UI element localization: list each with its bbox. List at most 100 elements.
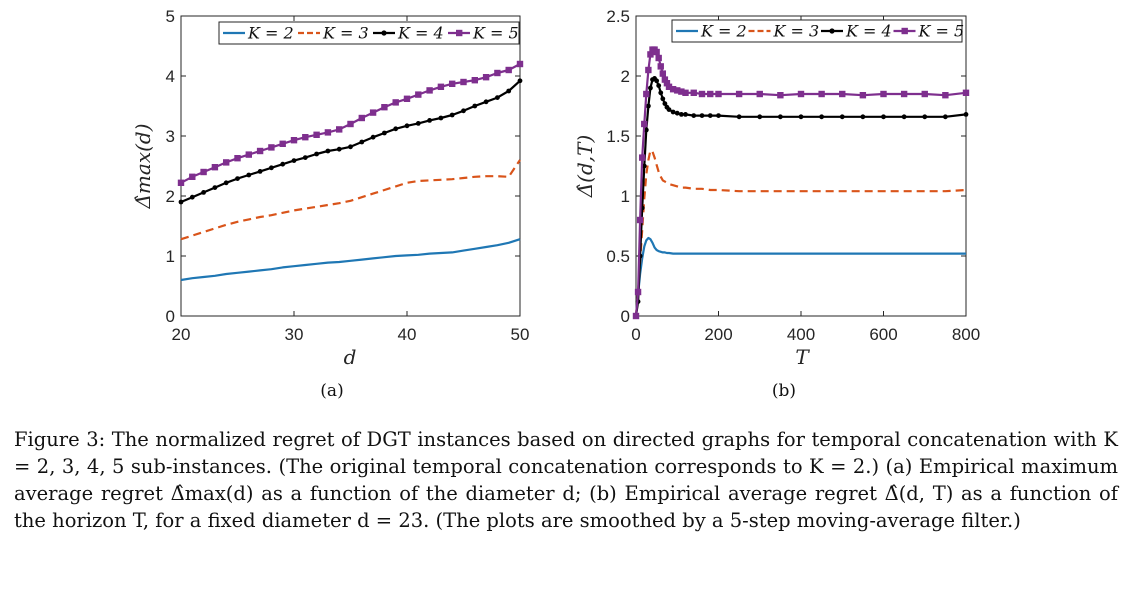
y-tick-label: 2.5 (606, 7, 630, 26)
data-point-K5 (279, 140, 286, 147)
data-point-K5 (302, 134, 309, 141)
data-point-K4 (438, 115, 444, 121)
data-point-K5 (657, 63, 664, 70)
series-a (177, 60, 524, 282)
data-point-K4 (427, 118, 432, 123)
x-tick-label: 30 (285, 325, 304, 344)
data-point-K5 (636, 216, 644, 224)
data-point-K4 (495, 95, 500, 100)
data-point-K5 (638, 154, 646, 161)
data-point-K4 (382, 130, 387, 136)
data-point-K4 (658, 90, 664, 96)
series-line-K3 (634, 149, 967, 317)
data-point-K5 (313, 131, 320, 138)
data-point-K5 (449, 80, 456, 87)
data-point-K4 (678, 112, 684, 117)
subtitle-b: (b) (772, 381, 796, 401)
legend-marker-K4 (829, 28, 835, 34)
x-tick-label: 800 (952, 325, 980, 344)
data-point-K5 (641, 120, 648, 128)
data-point-K4 (461, 108, 466, 114)
y-axis-label-b: Δ̂(d,T) (573, 135, 597, 199)
series-line-K3 (180, 159, 521, 241)
data-point-K4 (404, 123, 410, 129)
data-point-K5 (634, 288, 642, 296)
data-point-K4 (483, 99, 489, 105)
data-point-K5 (460, 78, 467, 86)
data-point-K5 (818, 90, 825, 98)
data-point-K4 (736, 114, 742, 120)
data-point-K5 (268, 144, 275, 151)
data-point-K4 (235, 176, 240, 182)
data-point-K4 (291, 158, 297, 164)
y-tick-label: 3 (166, 127, 175, 146)
data-point-K5 (494, 69, 501, 77)
data-point-K4 (325, 148, 331, 154)
data-point-K4 (839, 114, 845, 120)
data-point-K4 (656, 83, 662, 88)
y-tick-label: 0 (166, 307, 175, 326)
data-point-K5 (645, 66, 652, 74)
data-point-K5 (516, 60, 524, 68)
data-point-K5 (777, 92, 784, 99)
data-point-K4 (798, 114, 804, 120)
x-tick-label: 200 (704, 325, 732, 344)
data-point-K4 (648, 85, 653, 91)
data-point-K5 (392, 99, 399, 106)
data-point-K5 (290, 137, 298, 144)
data-point-K4 (415, 121, 421, 126)
y-tick-label: 1.5 (606, 127, 630, 146)
data-point-K5 (655, 54, 662, 62)
legend-label-K2: K = 2 (700, 22, 747, 41)
legend-marker-K5 (456, 29, 463, 37)
y-tick-label: 0.5 (606, 247, 630, 266)
data-point-K4 (881, 114, 886, 120)
data-point-K5 (647, 51, 654, 58)
data-point-K5 (669, 86, 677, 93)
data-point-K5 (797, 90, 805, 98)
data-point-K4 (707, 113, 713, 118)
data-point-K5 (223, 159, 230, 166)
data-point-K4 (699, 113, 705, 118)
data-point-K4 (201, 190, 207, 195)
data-point-K4 (178, 199, 184, 205)
subtitle-a: (a) (320, 381, 343, 401)
data-point-K4 (901, 114, 907, 120)
data-point-K4 (666, 107, 672, 112)
legend-marker-K4 (381, 30, 387, 36)
data-point-K4 (472, 103, 478, 109)
data-point-K5 (682, 89, 689, 96)
data-point-K4 (860, 114, 866, 120)
data-point-K5 (324, 129, 332, 136)
x-ticks-a: 20 30 40 50 (172, 16, 530, 344)
data-point-K5 (665, 83, 673, 90)
data-point-K4 (660, 96, 666, 102)
data-point-K5 (839, 90, 846, 98)
data-point-K5 (471, 77, 478, 84)
data-point-K5 (369, 109, 377, 116)
data-point-K5 (403, 95, 411, 102)
data-point-K4 (257, 169, 263, 174)
data-point-K4 (517, 78, 523, 84)
data-point-K5 (659, 70, 667, 77)
data-point-K4 (336, 146, 342, 152)
data-point-K4 (662, 101, 668, 106)
data-point-K5 (189, 173, 196, 180)
data-point-K4 (645, 103, 651, 109)
legend-label-K2: K = 2 (247, 24, 294, 43)
x-tick-label: 40 (398, 325, 417, 344)
data-point-K5 (505, 66, 512, 74)
data-point-K5 (358, 114, 365, 122)
y-tick-label: 2 (166, 187, 175, 206)
data-point-K4 (449, 112, 455, 118)
data-point-K4 (314, 151, 319, 157)
data-point-K5 (661, 76, 669, 83)
legend-label-K4: K = 4 (845, 22, 892, 41)
x-tick-label: 50 (511, 325, 530, 344)
data-point-K4 (212, 185, 218, 191)
data-point-K4 (223, 180, 229, 186)
data-point-K4 (674, 110, 680, 116)
data-point-K5 (715, 90, 722, 98)
legend-label-K5: K = 5 (918, 22, 965, 41)
data-point-K5 (756, 90, 763, 98)
